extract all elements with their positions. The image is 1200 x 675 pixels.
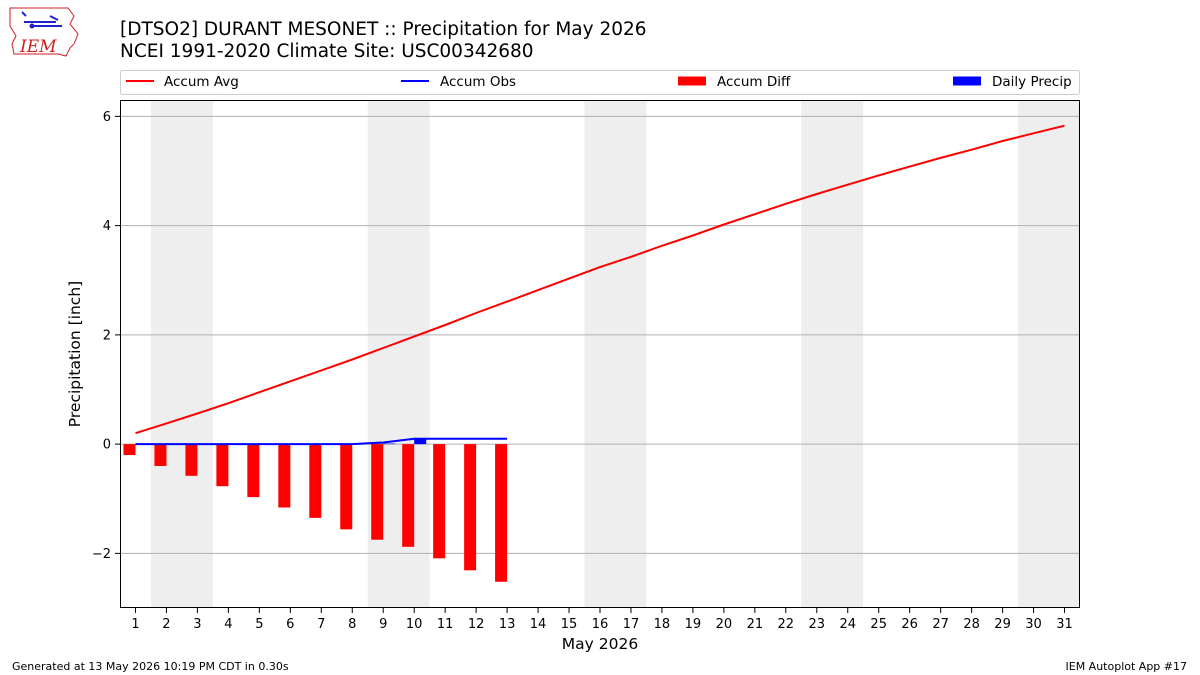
- accum-obs-line: [135, 437, 508, 446]
- x-tick-label-8: 8: [348, 617, 356, 632]
- line-marks: [135, 124, 1065, 446]
- daily-precip-bar-day-10: [414, 439, 427, 445]
- x-tick-label-31: 31: [1056, 617, 1073, 632]
- accum-diff-bar-day-6: [278, 444, 291, 508]
- grid-lines: [120, 115, 1080, 554]
- y-tick-label-2: 2: [103, 328, 111, 343]
- x-tick-label-24: 24: [839, 617, 856, 632]
- legend-label-accum-diff: Accum Diff: [717, 74, 791, 90]
- iowa-outline-icon: [9, 7, 79, 57]
- legend-frame: [120, 70, 1080, 95]
- accum-diff-bar-day-2: [154, 444, 167, 466]
- footer-generated-text: Generated at 13 May 2026 10:19 PM CDT in…: [12, 660, 289, 673]
- chart-subtitle: NCEI 1991-2020 Climate Site: USC00342680: [120, 41, 534, 62]
- x-tick-label-4: 4: [224, 617, 232, 632]
- accum-diff-bar-day-3: [185, 444, 198, 476]
- legend-label-daily-precip: Daily Precip: [992, 74, 1072, 90]
- accum-diff-bar-day-8: [340, 444, 353, 530]
- y-tick-label--2: −2: [92, 547, 111, 562]
- accum-diff-bar-day-11: [433, 444, 446, 559]
- x-tick-label-2: 2: [162, 617, 170, 632]
- legend-label-accum-obs: Accum Obs: [440, 74, 516, 90]
- daily-precip-bar-day-9: [383, 443, 396, 445]
- x-tick-label-29: 29: [994, 617, 1011, 632]
- legend: Accum Avg Accum Obs Accum Diff Daily Pre…: [120, 70, 1080, 95]
- x-tick-label-1: 1: [131, 617, 139, 632]
- x-tick-label-5: 5: [255, 617, 263, 632]
- weekend-shade-0: [150, 100, 213, 608]
- accum-diff-bar-day-5: [247, 444, 260, 498]
- x-tick-label-18: 18: [654, 617, 671, 632]
- x-axis-ticks: 1 2 3 4 5 6 7 8 9 10 11 12 13 14 15 16 17 18 19 20 21 22 23 24 2…: [131, 608, 1073, 632]
- x-tick-label-11: 11: [437, 617, 454, 632]
- y-axis-label: Precipitation [inch]: [66, 281, 84, 427]
- x-tick-label-30: 30: [1025, 617, 1042, 632]
- x-tick-label-21: 21: [747, 617, 764, 632]
- accum-diff-bar-day-10: [402, 444, 415, 547]
- x-tick-label-3: 3: [193, 617, 201, 632]
- accum-avg-line: [135, 124, 1065, 435]
- legend-swatch-accum-diff: [678, 76, 706, 86]
- footer-app-text: IEM Autoplot App #17: [1066, 660, 1188, 673]
- y-tick-label-0: 0: [103, 438, 111, 453]
- x-tick-label-20: 20: [716, 617, 733, 632]
- weekend-shading: [150, 100, 1080, 608]
- accum-diff-bar-day-12: [464, 444, 477, 571]
- x-axis-label: May 2026: [562, 635, 638, 653]
- x-tick-label-19: 19: [685, 617, 702, 632]
- weekend-shade-3: [801, 100, 864, 608]
- x-tick-label-10: 10: [406, 617, 423, 632]
- accum-diff-bar-day-9: [371, 444, 384, 540]
- y-tick-label-6: 6: [103, 110, 111, 125]
- bar-marks: [123, 439, 508, 582]
- x-tick-label-6: 6: [286, 617, 294, 632]
- x-tick-label-28: 28: [963, 617, 980, 632]
- x-tick-label-27: 27: [932, 617, 949, 632]
- chart-title: [DTSO2] DURANT MESONET :: Precipitation …: [120, 19, 647, 40]
- x-tick-label-25: 25: [870, 617, 887, 632]
- accum-diff-bar-day-4: [216, 444, 229, 487]
- y-tick-label-4: 4: [103, 219, 111, 234]
- x-tick-label-12: 12: [468, 617, 485, 632]
- x-tick-label-14: 14: [530, 617, 547, 632]
- x-tick-label-16: 16: [592, 617, 609, 632]
- x-tick-label-23: 23: [809, 617, 826, 632]
- weekend-shade-4: [1018, 100, 1080, 608]
- accum-diff-bar-day-7: [309, 444, 322, 518]
- legend-swatch-daily-precip: [953, 76, 981, 86]
- station-dot-icon: [29, 23, 35, 29]
- iem-logo: IEM: [9, 7, 79, 57]
- weather-station-icon: [21, 11, 62, 27]
- plot-frame: [120, 100, 1080, 608]
- x-tick-label-7: 7: [317, 617, 325, 632]
- legend-label-accum-avg: Accum Avg: [164, 74, 239, 90]
- x-tick-label-13: 13: [499, 617, 516, 632]
- x-tick-label-15: 15: [561, 617, 578, 632]
- weekend-shade-2: [584, 100, 647, 608]
- iem-logo-text: IEM: [19, 37, 57, 57]
- x-tick-label-22: 22: [778, 617, 795, 632]
- x-tick-label-17: 17: [623, 617, 640, 632]
- accum-diff-bar-day-1: [123, 444, 136, 456]
- x-tick-label-9: 9: [379, 617, 387, 632]
- y-axis-ticks: −2 0 2 4 6: [92, 110, 120, 562]
- accum-diff-bar-day-13: [495, 444, 508, 582]
- x-tick-label-26: 26: [901, 617, 918, 632]
